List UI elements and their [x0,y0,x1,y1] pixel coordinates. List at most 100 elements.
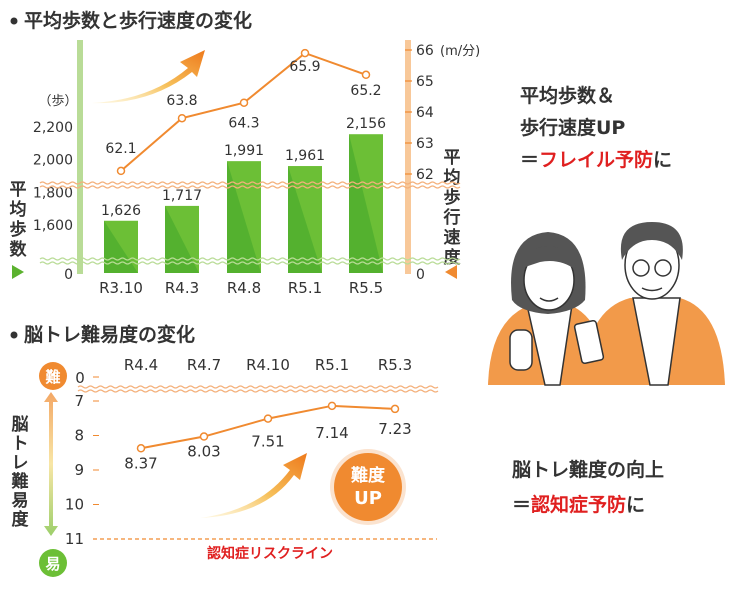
difficulty-value-label: 7.23 [378,420,411,438]
dementia-prevention: 認知症予防 [531,494,627,516]
bar-shade [104,220,138,273]
speed-point-R5.5 [361,70,371,80]
right-axis-label-char: 均 [444,167,461,188]
y-axis-label-char: ト [12,434,29,454]
trend-arrow-icon [200,453,307,518]
speed-point-R4.8 [239,98,249,107]
bar-value-label: 1,717 [162,188,202,204]
speed-point-R5.1 [300,48,310,58]
right-axis-label-char: 速 [444,227,461,248]
x-tick-label: R5.3 [378,356,412,374]
speed-point-R3.10 [116,166,126,176]
speed-point-R4.3 [177,113,187,123]
y-axis-label-char: 易 [12,491,29,511]
badge-line1: 難度 [351,465,386,486]
right-tick-label: 64 [416,105,434,121]
left-axis-label-char: 平 [10,180,27,200]
bar-value-label: 1,991 [224,143,264,159]
x-tick-label: R4.4 [124,356,158,374]
side-text-bottom: 脳トレ難度の向上 ＝認知症予防に [512,453,664,523]
left-axis-triangle-icon [12,265,24,279]
y-tick-label: 7 [74,392,84,410]
y-tick-label: 10 [65,496,84,514]
difficulty-up-badge [334,453,402,521]
difficulty-point-R5.3 [390,404,400,414]
bar-value-label: 1,626 [101,203,141,219]
suffix: に [653,149,673,171]
y-axis-label-char: レ [12,453,29,473]
bar-value-label: 2,156 [346,116,386,132]
right-tick-label-zero: 0 [416,267,425,283]
trend-arrow-icon [92,50,205,104]
difficulty-value-label: 7.51 [251,433,284,451]
speed-value-label: 62.1 [105,141,136,157]
frail-prevention: フレイル予防 [539,149,654,171]
x-tick-label: R5.1 [315,356,349,374]
dementia-risk-label: 認知症リスクライン [207,545,333,562]
speed-value-label: 64.3 [228,116,259,132]
bar-shade [227,161,261,273]
left-tick-label-zero: 0 [64,267,73,283]
bar-shade [165,205,199,273]
bar-value-label: 1,961 [285,148,325,164]
difficulty-point-R4.7 [199,432,209,441]
side-top-line3: ＝フレイル予防に [520,144,672,176]
left-tick-label: 2,200 [33,120,73,136]
left-axis-label-char: 数 [10,239,28,260]
left-axis-label-char: 歩 [10,219,27,240]
difficulty-value-label: 8.03 [187,443,220,461]
y-axis-label-char: 難 [12,471,29,492]
y-tick-label: 11 [65,530,84,548]
right-tick-label: 66 [416,43,434,59]
difficulty-value-label: 8.37 [124,454,157,472]
chart2-title: 脳トレ難易度の変化 [23,323,195,346]
easy-badge-label: 易 [45,555,60,573]
x-tick-label: R3.10 [99,279,143,297]
left-axis-bar [77,40,83,274]
x-tick-label: R4.7 [187,356,221,374]
axis-break-orange [77,385,439,393]
left-tick-label: 2,000 [33,153,73,169]
right-axis-label-char: 歩 [444,187,461,208]
badge-line2: UP [354,488,382,509]
equals: ＝ [520,149,540,171]
right-tick-label: 62 [416,167,434,183]
y-axis-label-char: 脳 [12,415,29,435]
right-tick-label: 63 [416,136,434,152]
right-tick-label: 65 [416,74,434,90]
x-tick-label: R5.5 [349,279,383,297]
axis-break-green [39,257,461,265]
left-axis-unit: （歩） [38,94,77,109]
bar-shade [349,134,383,273]
right-axis-unit: (m/分) [440,44,480,59]
speed-value-label: 65.2 [350,83,381,99]
side-top-line2: 歩行速度UP [520,117,626,139]
right-axis-triangle-icon [445,265,457,279]
side-top-line1: 平均歩数＆ [520,85,616,107]
y-tick-label: 8 [74,427,84,445]
hard-badge [39,362,67,390]
y-axis-label-char: 度 [12,509,30,530]
easy-badge [39,549,67,577]
x-tick-label: R4.8 [227,279,261,297]
side-text-top: 平均歩数＆ 歩行速度UP ＝フレイル予防に [520,80,672,176]
difficulty-point-R4.4 [136,444,146,453]
x-tick-label: R4.10 [246,356,290,374]
difficulty-value-label: 7.14 [315,424,348,442]
side-bottom-line2: ＝認知症予防に [512,488,664,523]
suffix: に [626,494,646,516]
chart1-title: 平均歩数と歩行速度の変化 [24,9,252,32]
left-axis-label-char: 均 [10,199,27,220]
speed-value-label: 63.8 [166,93,197,109]
difficulty-point-R5.1 [327,401,337,411]
y-tick-label-zero: 0 [75,369,85,387]
equals: ＝ [512,494,532,516]
y-tick-label: 9 [74,461,84,479]
right-axis-label-char: 平 [444,148,461,168]
hard-badge-label: 難 [45,368,60,386]
side-bottom-line1: 脳トレ難度の向上 [512,459,665,481]
left-tick-label: 1,600 [33,218,73,234]
difficulty-point-R4.10 [263,414,273,423]
bar-shade [288,166,322,273]
x-tick-label: R5.1 [288,279,322,297]
